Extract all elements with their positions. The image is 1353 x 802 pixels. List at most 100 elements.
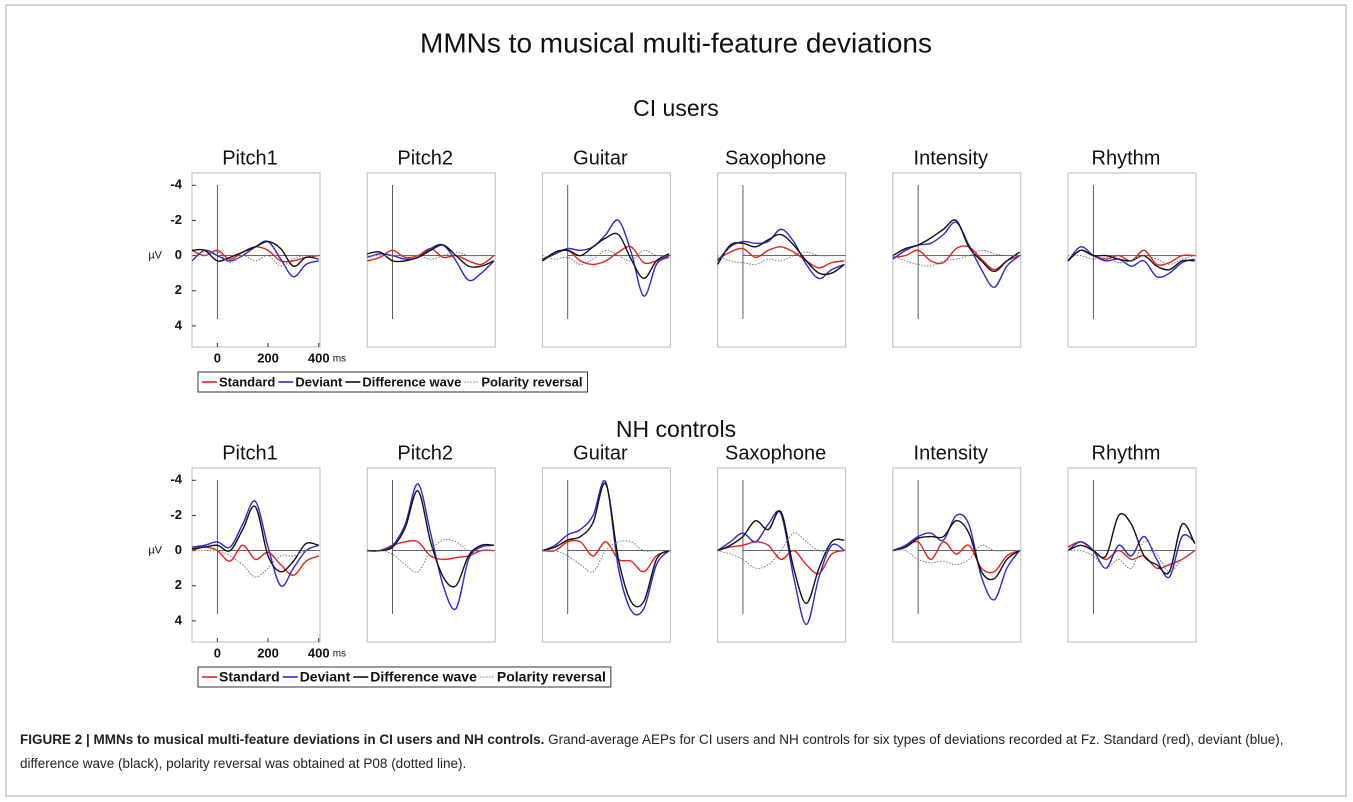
y-axis-label: µV	[148, 250, 162, 262]
legend-label: Difference wave	[362, 374, 461, 389]
legend-box	[197, 666, 612, 688]
wave	[191, 240, 319, 267]
legend-label: Deviant	[295, 374, 343, 389]
wave	[542, 482, 670, 608]
wave	[717, 233, 845, 276]
wave	[717, 246, 845, 269]
wave	[717, 251, 845, 266]
wave	[367, 539, 494, 561]
plot-frame	[191, 172, 321, 348]
wave	[1067, 254, 1195, 265]
x-axis-label: ms	[333, 649, 346, 660]
x-tick-label: 0	[214, 350, 221, 365]
x-tick-label: 400	[308, 645, 330, 660]
legend-label: Polarity reversal	[497, 669, 606, 685]
wave	[717, 510, 845, 605]
wave	[892, 544, 1020, 566]
chart-title: Intensity	[914, 442, 988, 464]
wave	[892, 249, 1020, 267]
legend-box	[197, 371, 588, 393]
wave	[191, 505, 319, 573]
x-tick-label: 400	[308, 350, 330, 365]
legend-label: Deviant	[300, 669, 351, 685]
plot-frame	[892, 467, 1022, 643]
y-tick-label: 2	[175, 282, 182, 297]
wave	[542, 479, 670, 616]
wave	[191, 549, 319, 578]
x-tick-label: 200	[257, 350, 279, 365]
y-tick-label: 2	[175, 577, 182, 592]
y-tick-label: 0	[175, 542, 182, 557]
chart-title: Rhythm	[1092, 147, 1161, 169]
caption-bold: FIGURE 2 | MMNs to musical multi-feature…	[20, 732, 545, 747]
plot-frame	[366, 467, 496, 643]
wave	[892, 219, 1020, 273]
plot-frame	[1067, 467, 1197, 643]
wave	[892, 245, 1020, 271]
wave	[717, 510, 845, 626]
y-tick-label: 4	[175, 612, 183, 627]
figure-title: MMNs to musical multi-feature deviations	[420, 27, 932, 58]
group-title: NH controls	[616, 416, 736, 442]
chart-title: Guitar	[573, 442, 628, 464]
chart-title: Rhythm	[1092, 442, 1161, 464]
chart-title: Intensity	[914, 147, 988, 169]
wave	[191, 251, 319, 267]
wave	[1067, 512, 1196, 575]
chart-title: Pitch1	[222, 442, 278, 464]
chart-title: Pitch2	[397, 442, 453, 464]
chart-title: Pitch1	[222, 147, 278, 169]
wave	[191, 246, 319, 263]
wave	[1067, 246, 1195, 279]
wave	[541, 232, 670, 280]
wave	[542, 219, 670, 297]
plot-frame	[717, 467, 847, 643]
wave	[191, 500, 320, 587]
x-tick-label: 200	[257, 645, 279, 660]
wave	[717, 228, 845, 280]
wave	[366, 243, 495, 282]
wave	[892, 221, 1020, 288]
wave	[367, 244, 495, 268]
y-tick-label: -4	[170, 472, 182, 487]
wave	[892, 540, 1020, 574]
plot-frame	[541, 172, 671, 348]
wave	[1067, 534, 1196, 579]
legend-label: Standard	[219, 374, 275, 389]
y-axis-label: µV	[148, 545, 162, 557]
chart-title: Saxophone	[725, 147, 826, 169]
wave	[717, 541, 845, 575]
plot-frame	[541, 467, 671, 643]
wave	[367, 483, 495, 611]
wave	[367, 490, 494, 588]
chart-title: Guitar	[573, 147, 628, 169]
plot-frame	[366, 172, 496, 348]
plot-frame	[191, 467, 321, 643]
y-tick-label: -4	[170, 177, 182, 192]
wave	[367, 538, 494, 573]
legend-label: Standard	[219, 669, 280, 685]
wave	[1067, 249, 1195, 271]
x-tick-label: 0	[214, 645, 221, 660]
legend-label: Polarity reversal	[481, 374, 582, 389]
wave	[367, 251, 494, 260]
wave	[191, 544, 320, 576]
y-tick-label: -2	[170, 212, 182, 227]
group-title: CI users	[633, 95, 719, 121]
y-tick-label: 4	[175, 317, 183, 332]
x-axis-label: ms	[333, 354, 346, 365]
plot-frame	[717, 172, 847, 348]
figure-border	[5, 4, 1347, 797]
y-tick-label: 0	[175, 247, 182, 262]
wave	[542, 539, 670, 573]
wave	[892, 513, 1021, 601]
wave	[542, 540, 670, 573]
wave	[1067, 540, 1196, 573]
chart-title: Pitch2	[397, 147, 453, 169]
chart-title: Saxophone	[725, 442, 826, 464]
y-tick-label: -2	[170, 507, 182, 522]
legend-label: Difference wave	[370, 669, 477, 685]
wave	[892, 520, 1020, 581]
